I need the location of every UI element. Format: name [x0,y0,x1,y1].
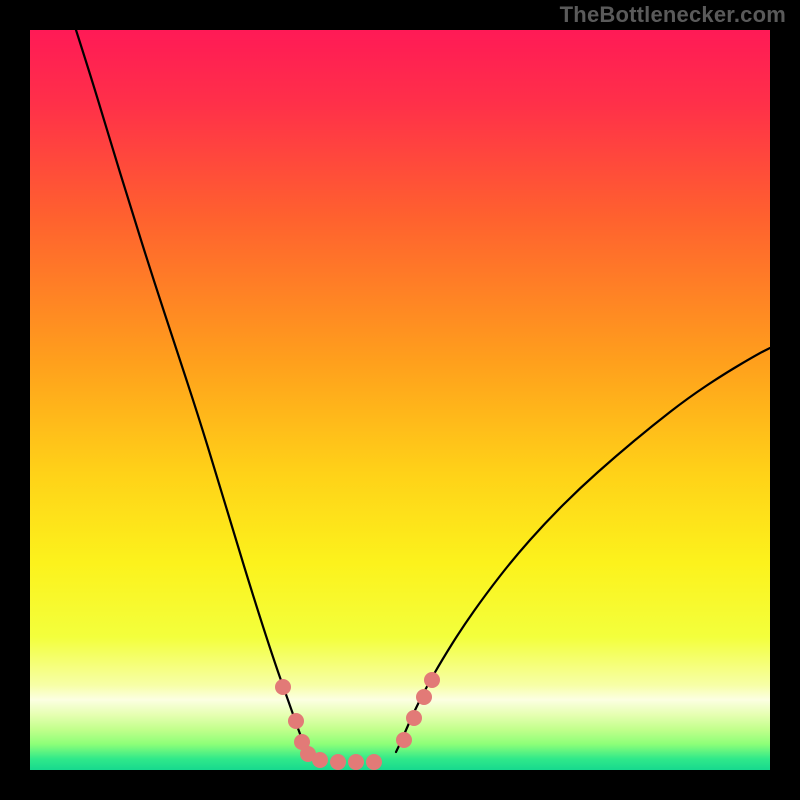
gradient-background [30,30,770,770]
chart-frame: TheBottlenecker.com [0,0,800,800]
watermark-text: TheBottlenecker.com [560,2,786,28]
